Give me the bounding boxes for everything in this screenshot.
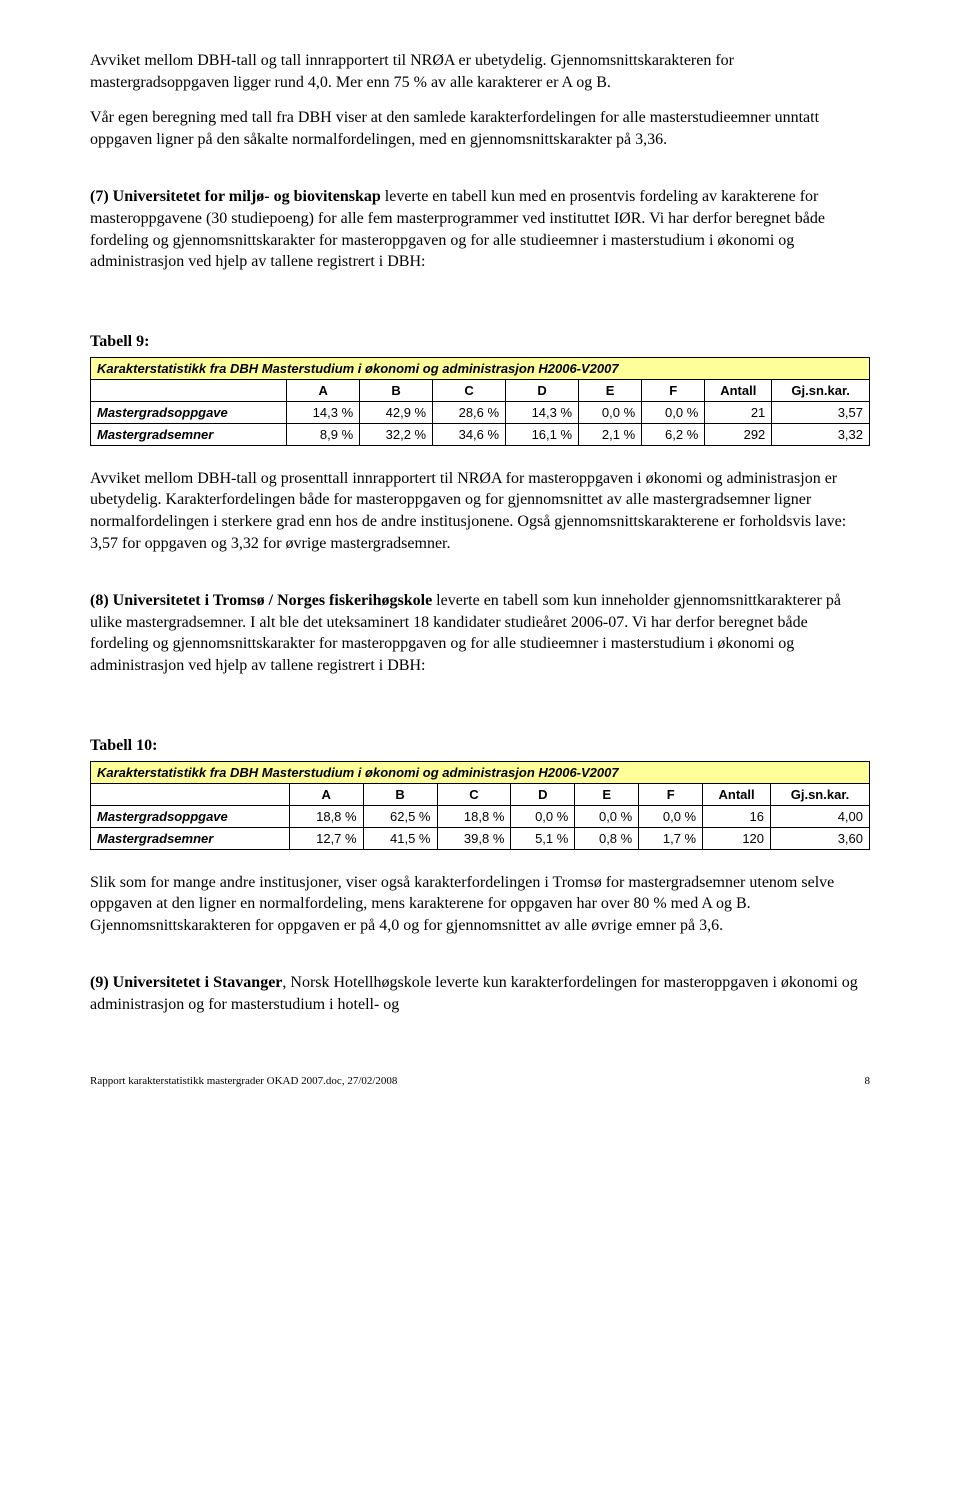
paragraph-5: (8) Universitetet i Tromsø / Norges fisk… xyxy=(90,590,870,676)
table9-col-0 xyxy=(91,379,287,401)
table9-r1-c7: 292 xyxy=(705,423,772,445)
table10-r1-c0: Mastergradsemner xyxy=(91,827,290,849)
table10-r0-c2: 62,5 % xyxy=(363,805,437,827)
table10-r0-c4: 0,0 % xyxy=(511,805,575,827)
table10-col-6: F xyxy=(639,783,703,805)
table10-col-5: E xyxy=(575,783,639,805)
table9-row-0: Mastergradsoppgave 14,3 % 42,9 % 28,6 % … xyxy=(91,401,870,423)
table9-r0-c0: Mastergradsoppgave xyxy=(91,401,287,423)
table10-r1-c3: 39,8 % xyxy=(437,827,511,849)
table10-r1-c7: 120 xyxy=(703,827,771,849)
table10: Karakterstatistikk fra DBH Masterstudium… xyxy=(90,761,870,850)
table9-r0-c4: 14,3 % xyxy=(506,401,579,423)
paragraph-4: Avviket mellom DBH-tall og prosenttall i… xyxy=(90,468,870,554)
table9-col-5: E xyxy=(579,379,642,401)
table10-r0-c3: 18,8 % xyxy=(437,805,511,827)
table10-row-0: Mastergradsoppgave 18,8 % 62,5 % 18,8 % … xyxy=(91,805,870,827)
table10-col-8: Gj.sn.kar. xyxy=(771,783,870,805)
table9-r1-c6: 6,2 % xyxy=(642,423,705,445)
table10-row-1: Mastergradsemner 12,7 % 41,5 % 39,8 % 5,… xyxy=(91,827,870,849)
table10-column-headers: A B C D E F Antall Gj.sn.kar. xyxy=(91,783,870,805)
table10-title: Tabell 10: xyxy=(90,737,870,755)
table10-r0-c8: 4,00 xyxy=(771,805,870,827)
table9-col-6: F xyxy=(642,379,705,401)
table10-col-4: D xyxy=(511,783,575,805)
table9-r0-c3: 28,6 % xyxy=(433,401,506,423)
table10-header: Karakterstatistikk fra DBH Masterstudium… xyxy=(91,761,870,783)
footer-page-number: 8 xyxy=(865,1075,871,1087)
table10-col-2: B xyxy=(363,783,437,805)
table9-r1-c2: 32,2 % xyxy=(360,423,433,445)
table9-r0-c7: 21 xyxy=(705,401,772,423)
table10-r1-c5: 0,8 % xyxy=(575,827,639,849)
table9-row-1: Mastergradsemner 8,9 % 32,2 % 34,6 % 16,… xyxy=(91,423,870,445)
table10-r1-c4: 5,1 % xyxy=(511,827,575,849)
table10-r1-c6: 1,7 % xyxy=(639,827,703,849)
table9-r1-c1: 8,9 % xyxy=(287,423,360,445)
table10-r1-c2: 41,5 % xyxy=(363,827,437,849)
table10-col-7: Antall xyxy=(703,783,771,805)
table9-column-headers: A B C D E F Antall Gj.sn.kar. xyxy=(91,379,870,401)
paragraph-2: Vår egen beregning med tall fra DBH vise… xyxy=(90,107,870,150)
table9: Karakterstatistikk fra DBH Masterstudium… xyxy=(90,357,870,446)
table10-r0-c0: Mastergradsoppgave xyxy=(91,805,290,827)
paragraph-6: Slik som for mange andre institusjoner, … xyxy=(90,872,870,937)
table9-r0-c8: 3,57 xyxy=(772,401,870,423)
table10-r0-c6: 0,0 % xyxy=(639,805,703,827)
table9-r0-c1: 14,3 % xyxy=(287,401,360,423)
table9-r0-c5: 0,0 % xyxy=(579,401,642,423)
table9-col-3: C xyxy=(433,379,506,401)
table9-header: Karakterstatistikk fra DBH Masterstudium… xyxy=(91,357,870,379)
table9-r0-c2: 42,9 % xyxy=(360,401,433,423)
table10-col-1: A xyxy=(289,783,363,805)
table10-r1-c8: 3,60 xyxy=(771,827,870,849)
document-page: Avviket mellom DBH-tall og tall innrappo… xyxy=(0,0,960,1127)
table9-col-8: Gj.sn.kar. xyxy=(772,379,870,401)
table9-r0-c6: 0,0 % xyxy=(642,401,705,423)
paragraph-7: (9) Universitetet i Stavanger, Norsk Hot… xyxy=(90,972,870,1015)
table10-col-0 xyxy=(91,783,290,805)
table9-r1-c4: 16,1 % xyxy=(506,423,579,445)
paragraph-7-lead: (9) Universitetet i Stavanger xyxy=(90,974,282,991)
table9-col-2: B xyxy=(360,379,433,401)
table9-r1-c3: 34,6 % xyxy=(433,423,506,445)
table9-r1-c5: 2,1 % xyxy=(579,423,642,445)
table10-r0-c5: 0,0 % xyxy=(575,805,639,827)
table10-r0-c7: 16 xyxy=(703,805,771,827)
page-footer: Rapport karakterstatistikk mastergrader … xyxy=(90,1075,870,1087)
footer-left: Rapport karakterstatistikk mastergrader … xyxy=(90,1075,397,1087)
table9-r1-c0: Mastergradsemner xyxy=(91,423,287,445)
paragraph-1: Avviket mellom DBH-tall og tall innrappo… xyxy=(90,50,870,93)
paragraph-3: (7) Universitetet for miljø- og bioviten… xyxy=(90,186,870,272)
paragraph-5-lead: (8) Universitetet i Tromsø / Norges fisk… xyxy=(90,592,432,609)
table10-r1-c1: 12,7 % xyxy=(289,827,363,849)
table10-col-3: C xyxy=(437,783,511,805)
table9-col-4: D xyxy=(506,379,579,401)
table9-col-1: A xyxy=(287,379,360,401)
table10-r0-c1: 18,8 % xyxy=(289,805,363,827)
paragraph-3-lead: (7) Universitetet for miljø- og bioviten… xyxy=(90,188,381,205)
table9-title: Tabell 9: xyxy=(90,333,870,351)
table9-col-7: Antall xyxy=(705,379,772,401)
table9-r1-c8: 3,32 xyxy=(772,423,870,445)
